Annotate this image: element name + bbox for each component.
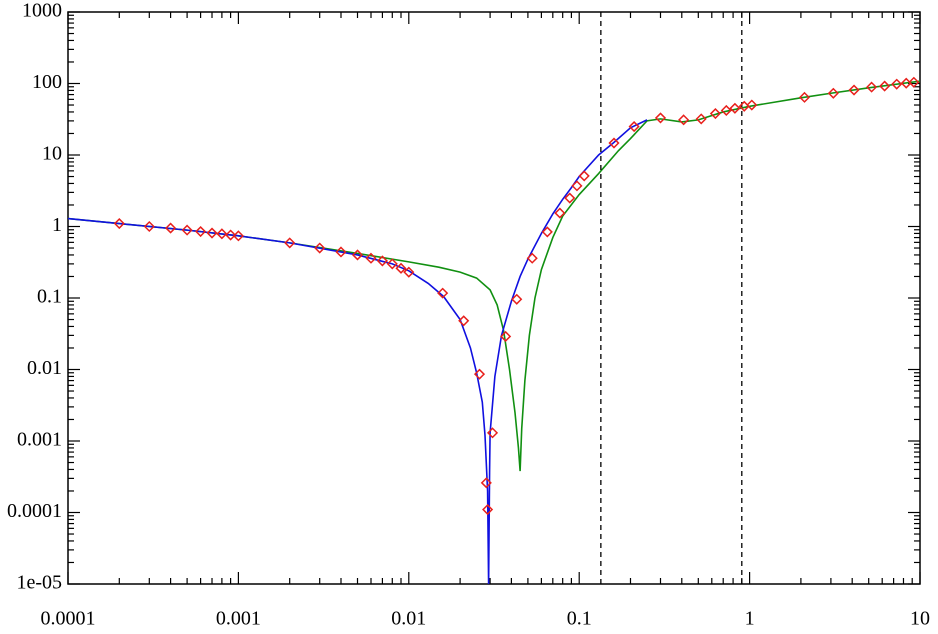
y-tick-label: 1000 (22, 0, 62, 22)
data-point (232, 230, 244, 242)
y-tick-label: 0.01 (27, 357, 62, 379)
data-point (284, 237, 296, 249)
data-point (351, 249, 364, 261)
data-point (365, 252, 377, 264)
data-point (181, 224, 193, 236)
data-point (500, 330, 512, 342)
data-point (541, 226, 553, 238)
data-point (165, 222, 177, 234)
data-point (746, 99, 758, 111)
data-point (827, 87, 839, 99)
data-point (695, 113, 707, 125)
data-point (386, 258, 398, 270)
x-tick-label: 0.001 (216, 608, 261, 630)
y-tick-label: 0.0001 (7, 500, 62, 522)
data-point (564, 192, 576, 204)
data-point (908, 76, 920, 88)
data-point (729, 102, 741, 114)
data-point (608, 137, 620, 149)
data-point (486, 427, 499, 439)
data-point (678, 114, 690, 126)
data-point (206, 227, 218, 239)
data-point (891, 78, 903, 90)
data-point (526, 252, 538, 264)
data-point (480, 477, 492, 489)
x-tick-label: 0.1 (567, 608, 592, 630)
data-point (798, 91, 811, 103)
data-point (482, 503, 494, 516)
data-point (473, 368, 486, 380)
data-point (403, 266, 415, 278)
data-point (879, 80, 891, 92)
data-point (720, 104, 732, 116)
data-point (848, 84, 860, 96)
data-point (554, 207, 566, 219)
x-tick-label: 1 (745, 608, 755, 630)
y-tick-label: 0.1 (37, 286, 62, 308)
y-tick-label: 0.001 (17, 429, 62, 451)
data-point (314, 242, 326, 254)
y-tick-label: 10 (42, 143, 62, 165)
data-point (511, 293, 523, 305)
data-point (225, 229, 237, 241)
data-point (335, 246, 347, 258)
series-line (67, 119, 648, 585)
data-point (216, 228, 228, 240)
y-tick-label: 1 (52, 214, 62, 236)
x-tick-label: 0.01 (391, 608, 426, 630)
data-point (654, 112, 667, 124)
data-point (458, 315, 470, 327)
y-tick-label: 100 (32, 71, 62, 93)
y-tick-label: 1e-05 (16, 572, 62, 594)
x-tick-label: 0.0001 (41, 608, 96, 630)
data-point (578, 170, 590, 182)
data-point (195, 225, 207, 238)
data-point (866, 81, 878, 93)
data-point (628, 120, 640, 133)
data-point (143, 220, 155, 233)
data-point (376, 255, 388, 267)
data-point (709, 107, 721, 120)
data-point (113, 217, 125, 230)
x-tick-label: 10 (910, 608, 930, 630)
series-line (67, 80, 921, 472)
data-point (571, 180, 583, 192)
data-point (395, 262, 407, 274)
data-point (437, 287, 449, 299)
